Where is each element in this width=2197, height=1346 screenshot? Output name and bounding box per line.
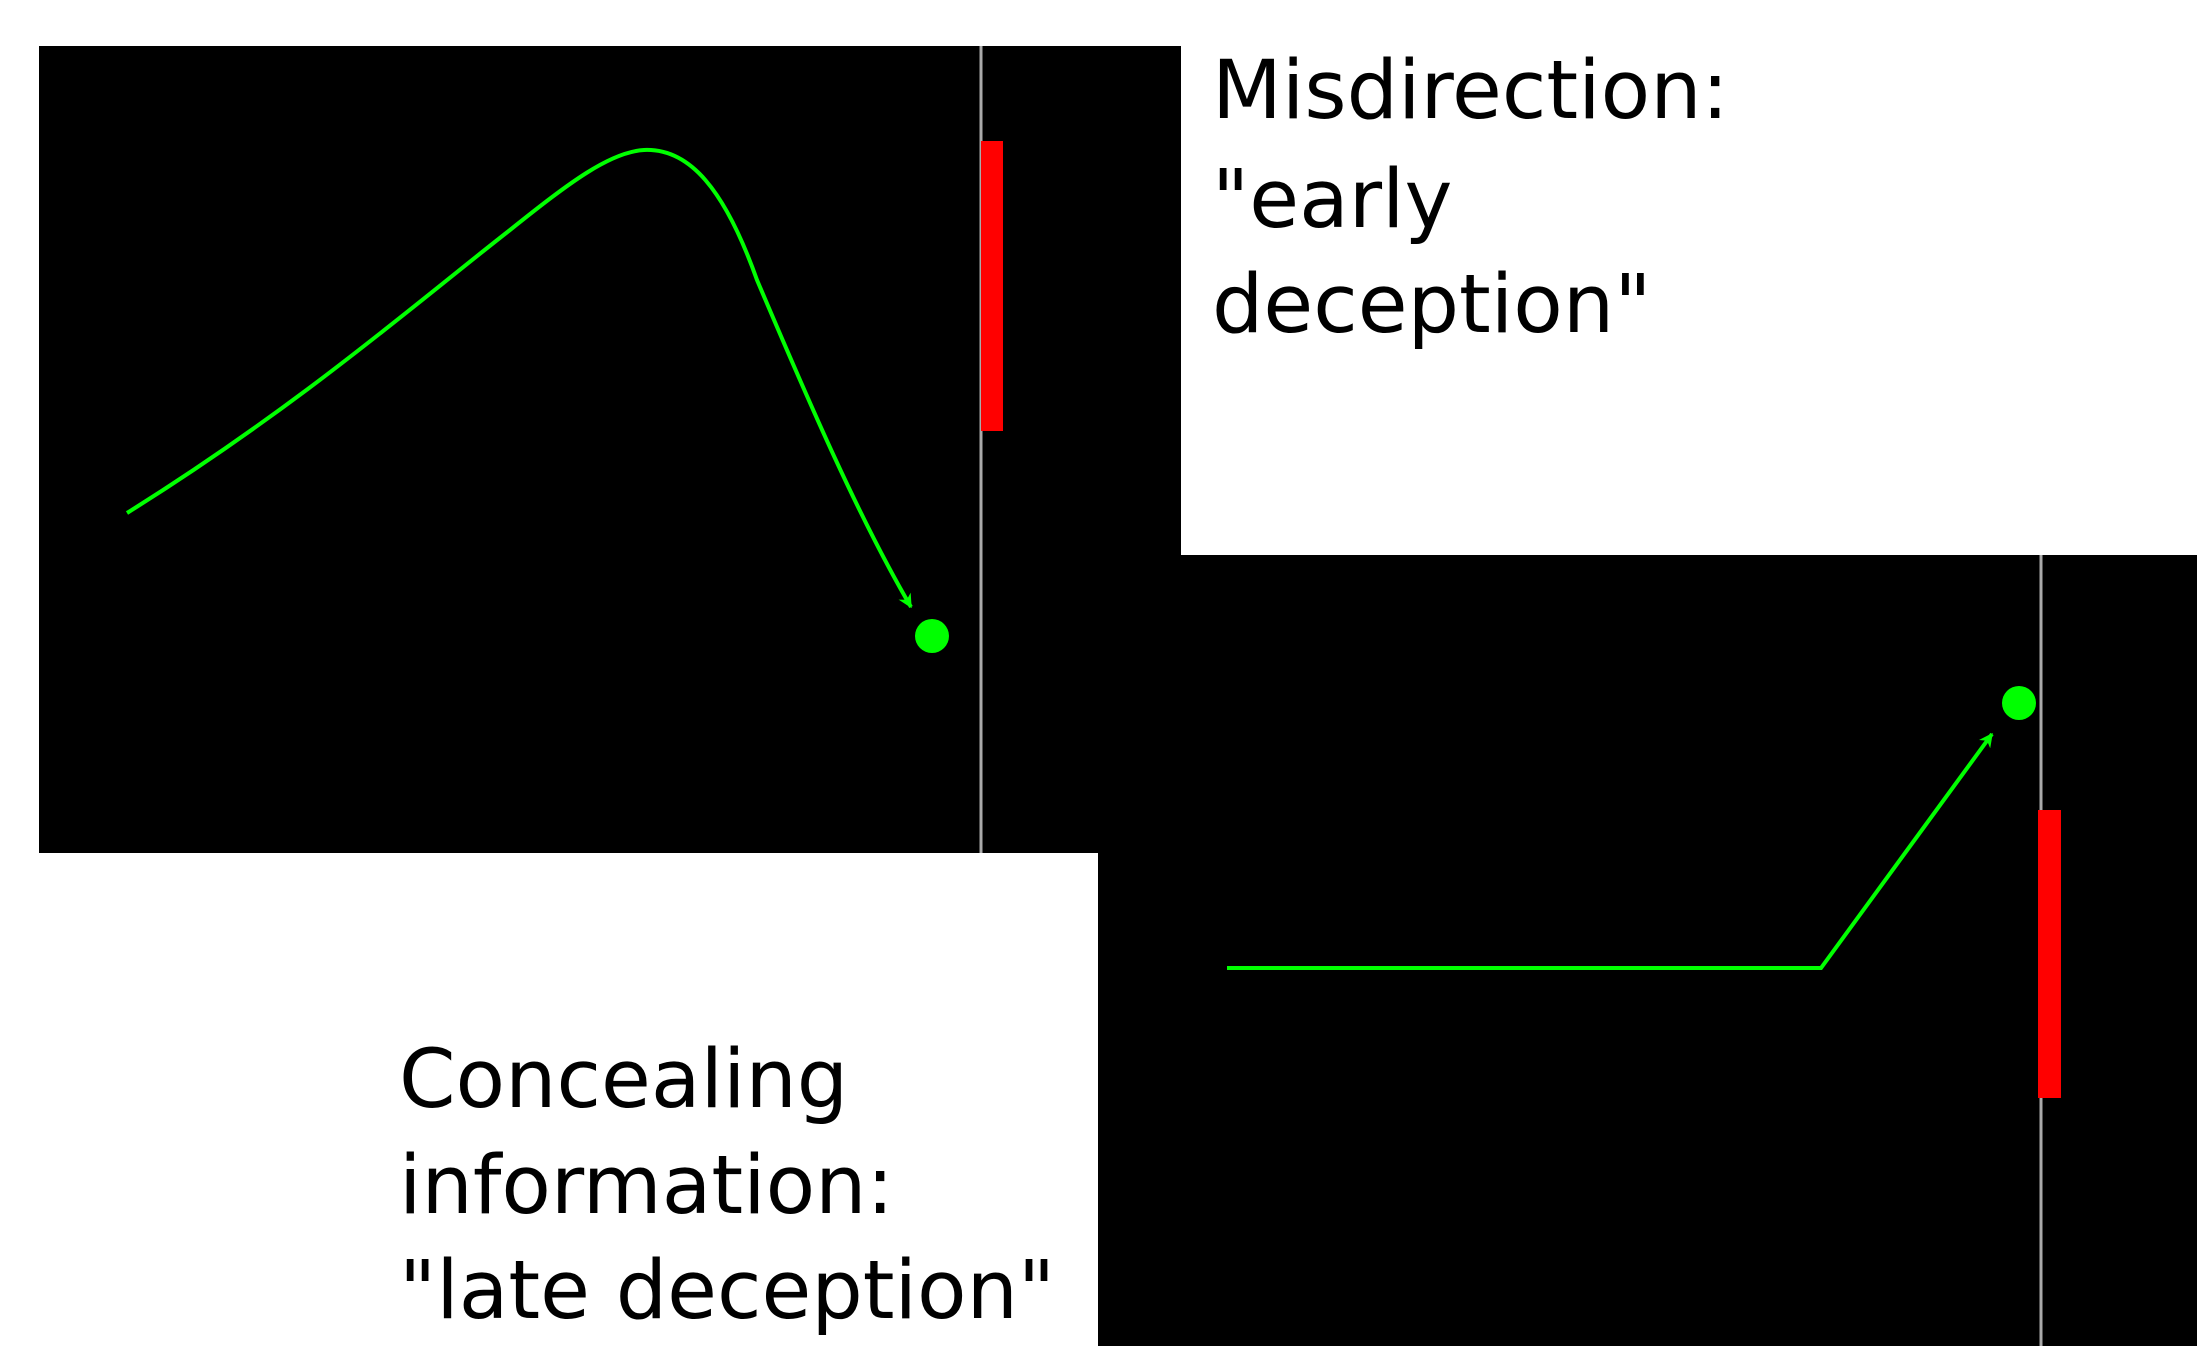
- ball: [2002, 686, 2036, 720]
- label-line: Misdirection:: [1212, 44, 1729, 138]
- goal-bar: [2038, 810, 2061, 1098]
- label-line: deception": [1212, 258, 1651, 352]
- label-line: "late deception": [399, 1244, 1055, 1338]
- trajectory: [125, 147, 913, 609]
- label-line: "early: [1212, 153, 1452, 247]
- goal-bar: [981, 141, 1003, 431]
- label-line: information:: [399, 1139, 894, 1233]
- label-line: Concealing: [399, 1033, 848, 1127]
- ball: [915, 619, 949, 653]
- panel-late: [1098, 555, 2197, 1346]
- panel-early: [39, 46, 1181, 853]
- trajectory: [1227, 732, 1994, 970]
